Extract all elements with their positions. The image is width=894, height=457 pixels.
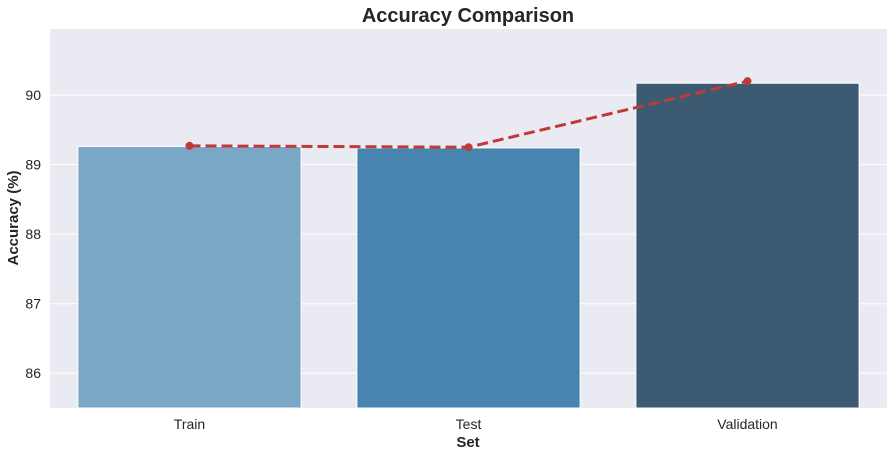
bar-validation: [635, 82, 860, 409]
trend-point: [743, 77, 752, 86]
trend-point: [464, 143, 473, 152]
bars: [77, 82, 860, 409]
y-tick-label: 88: [25, 226, 41, 242]
y-tick-label: 90: [25, 87, 41, 103]
y-tick-label: 89: [25, 157, 41, 173]
trend-line: [185, 77, 752, 152]
x-tick-label: Test: [456, 416, 482, 432]
x-tick-label: Validation: [717, 416, 777, 432]
y-tick-labels: 86 87 88 89 90: [25, 87, 41, 381]
y-tick-label: 87: [25, 296, 41, 312]
y-axis-label: Accuracy (%): [5, 170, 22, 265]
bar-train: [77, 146, 302, 409]
y-tick-label: 86: [25, 365, 41, 381]
chart-title: Accuracy Comparison: [362, 5, 574, 27]
x-tick-label: Train: [174, 416, 205, 432]
x-tick-labels: Train Test Validation: [174, 416, 778, 432]
x-axis-label: Set: [456, 434, 479, 451]
bar-test: [356, 147, 581, 409]
trend-point: [185, 141, 194, 150]
